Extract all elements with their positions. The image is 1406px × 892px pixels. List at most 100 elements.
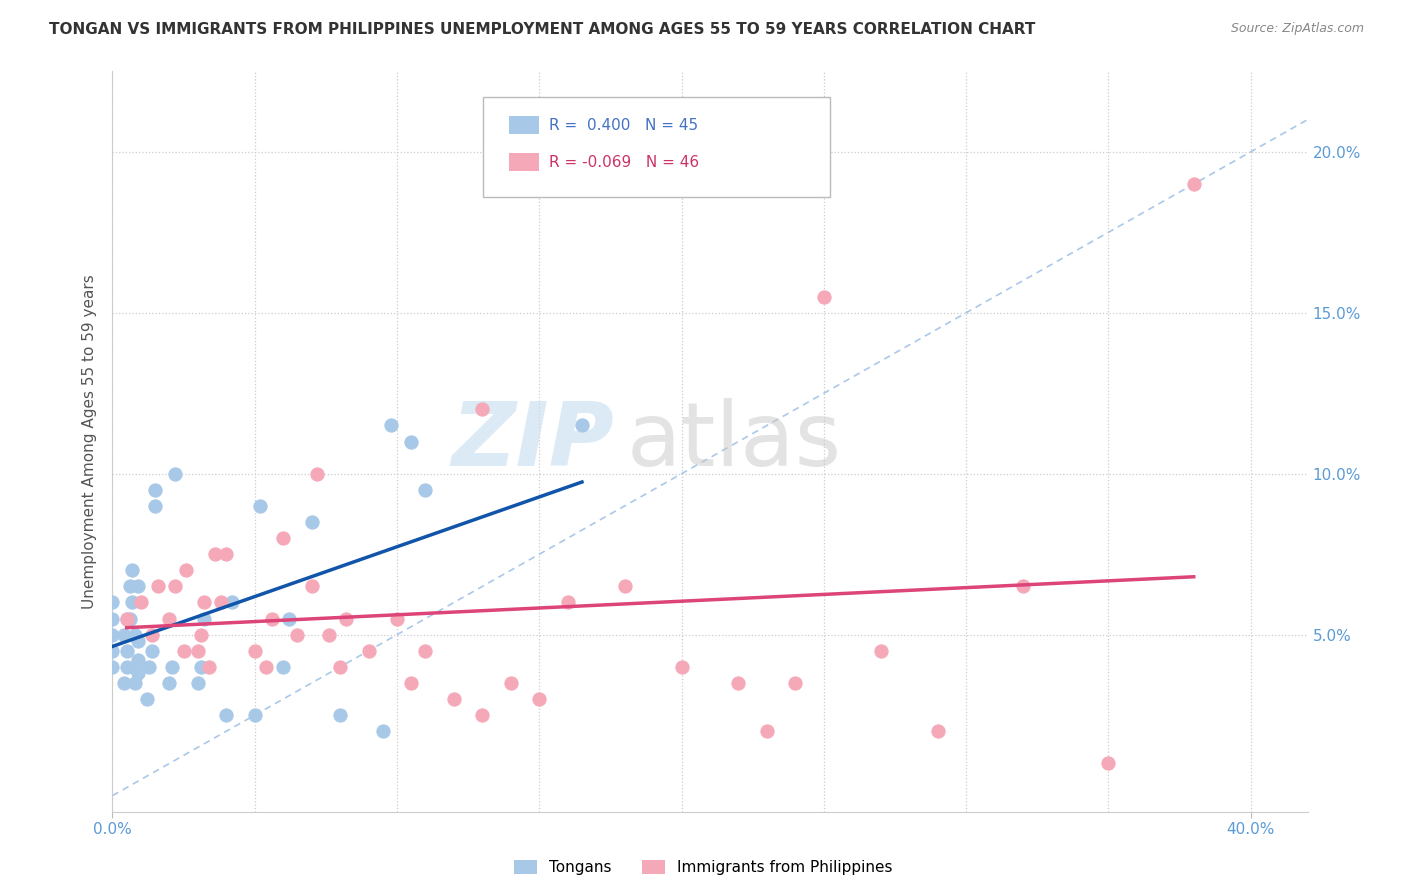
Point [101, 611, 124, 625]
Point [176, 563, 198, 577]
Point [415, 644, 437, 658]
Point [121, 595, 143, 609]
Point [101, 628, 124, 642]
Text: ZIP: ZIP [451, 398, 614, 485]
Point [271, 660, 294, 674]
Point [157, 611, 180, 625]
Point [141, 644, 163, 658]
Point [254, 660, 277, 674]
Point [471, 402, 494, 417]
Point [190, 628, 212, 642]
Point [112, 628, 135, 642]
Point [115, 611, 138, 625]
Point [135, 692, 157, 706]
Point [204, 547, 226, 561]
Point [146, 579, 169, 593]
Point [143, 499, 166, 513]
Point [127, 653, 149, 667]
Point [727, 676, 749, 690]
Point [357, 644, 380, 658]
Point [215, 547, 238, 561]
Point [124, 628, 146, 642]
Point [143, 483, 166, 497]
Point [529, 692, 551, 706]
Point [329, 660, 352, 674]
Point [1182, 177, 1205, 191]
Point [118, 611, 141, 625]
Point [115, 611, 138, 625]
Point [380, 418, 402, 433]
Point [243, 644, 266, 658]
Point [927, 724, 949, 739]
Point [157, 676, 180, 690]
Point [193, 611, 215, 625]
Point [121, 563, 143, 577]
Point [101, 644, 124, 658]
Point [162, 660, 183, 674]
Point [129, 595, 152, 609]
Point [138, 660, 160, 674]
Point [190, 660, 212, 674]
Point [193, 595, 215, 609]
Point [401, 676, 423, 690]
Text: TONGAN VS IMMIGRANTS FROM PHILIPPINES UNEMPLOYMENT AMONG AGES 55 TO 59 YEARS COR: TONGAN VS IMMIGRANTS FROM PHILIPPINES UN… [49, 22, 1036, 37]
Text: R =  0.400   N = 45: R = 0.400 N = 45 [548, 118, 697, 133]
Point [401, 434, 423, 449]
Point [215, 708, 238, 723]
Text: Source: ZipAtlas.com: Source: ZipAtlas.com [1230, 22, 1364, 36]
Point [127, 666, 149, 681]
Point [101, 595, 124, 609]
Point [249, 499, 271, 513]
Point [221, 595, 243, 609]
Point [415, 483, 437, 497]
Point [671, 660, 693, 674]
Point [499, 676, 522, 690]
Point [271, 531, 294, 545]
Point [173, 644, 195, 658]
Point [443, 692, 465, 706]
Point [557, 595, 579, 609]
Point [187, 644, 209, 658]
Text: R = -0.069   N = 46: R = -0.069 N = 46 [548, 155, 699, 169]
Bar [509, 116, 538, 135]
Point [287, 628, 309, 642]
Point [385, 611, 408, 625]
Point [869, 644, 891, 658]
Point [115, 660, 138, 674]
Point [329, 708, 352, 723]
Point [471, 708, 494, 723]
Point [127, 579, 149, 593]
Point [124, 660, 146, 674]
Point [198, 660, 221, 674]
Point [165, 467, 187, 481]
Point [307, 467, 329, 481]
Point [785, 676, 807, 690]
Point [165, 579, 187, 593]
Point [571, 418, 593, 433]
Legend: Tongans, Immigrants from Philippines: Tongans, Immigrants from Philippines [513, 861, 893, 875]
Point [101, 660, 124, 674]
Point [301, 579, 323, 593]
Point [613, 579, 636, 593]
Point [277, 611, 299, 625]
Bar [509, 153, 538, 171]
FancyBboxPatch shape [484, 97, 830, 197]
Point [318, 628, 340, 642]
Point [755, 724, 778, 739]
Y-axis label: Unemployment Among Ages 55 to 59 years: Unemployment Among Ages 55 to 59 years [82, 274, 97, 609]
Point [1012, 579, 1035, 593]
Point [141, 628, 163, 642]
Text: atlas: atlas [627, 398, 842, 485]
Point [301, 515, 323, 529]
Point [124, 676, 146, 690]
Point [260, 611, 283, 625]
Point [115, 644, 138, 658]
Point [243, 708, 266, 723]
Point [371, 724, 394, 739]
Point [209, 595, 232, 609]
Point [112, 676, 135, 690]
Point [127, 634, 149, 648]
Point [813, 290, 835, 304]
Point [1097, 756, 1119, 771]
Point [187, 676, 209, 690]
